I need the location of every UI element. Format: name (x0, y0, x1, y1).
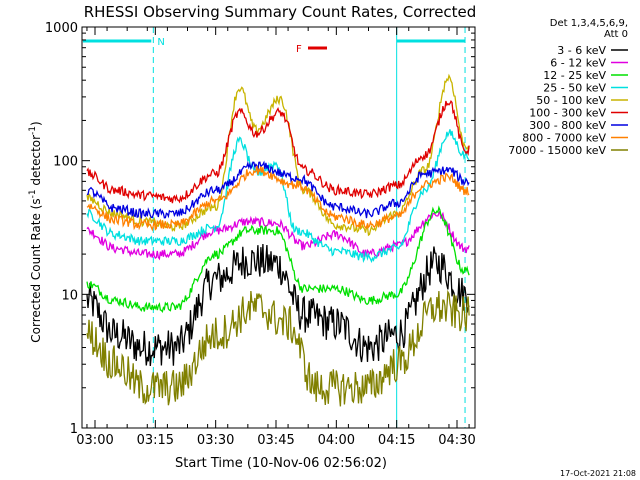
axes: 1 10 100 1000 03:00 03:15 03:30 03:45 04:00 04:15… (45, 21, 476, 448)
y-tick-label-2: 100 (53, 155, 78, 170)
plot-frame (81, 26, 476, 429)
plot-area: NF (82, 27, 470, 428)
x-tick-label-2: 03:30 (197, 433, 234, 448)
flare-marker-label: F (296, 44, 302, 55)
legend-label-7: 800 - 7000 keV (522, 132, 606, 145)
chart-title: RHESSI Observing Summary Count Rates, Co… (84, 3, 477, 21)
series-line-8 (86, 289, 470, 407)
legend-header-0: Det 1,3,4,5,6,9, (550, 18, 628, 29)
y-tick-label-1: 10 (61, 288, 78, 303)
y-axis-label-sup1: -1 (28, 189, 38, 198)
series-line-5 (86, 99, 470, 204)
series-line-2 (86, 205, 470, 314)
x-tick-label-4: 04:00 (318, 433, 355, 448)
y-tick-label-0: 1 (70, 422, 78, 437)
y-axis-label-sup2: -1 (28, 126, 38, 135)
y-axis-label-main: Corrected Count Rate (s (29, 198, 43, 342)
night-marker-label: N (157, 37, 164, 48)
series-line-1 (86, 208, 470, 261)
legend-label-6: 300 - 800 keV (529, 119, 606, 132)
legend-header-1: Att 0 (604, 29, 628, 40)
legend-label-0: 3 - 6 keV (557, 44, 606, 57)
series-line-0 (86, 243, 470, 367)
y-axis-label-end: ) (29, 121, 43, 126)
series-line-4 (86, 73, 470, 237)
y-axis-label: Corrected Count Rate (s-1 detector-1) (28, 121, 43, 342)
x-tick-label-1: 03:15 (137, 433, 174, 448)
series-line-7 (86, 165, 470, 232)
legend-label-2: 12 - 25 keV (543, 69, 606, 82)
series-line-6 (86, 160, 470, 219)
y-axis-label-mid: detector (29, 135, 43, 190)
legend-label-1: 6 - 12 keV (550, 57, 606, 70)
legend-label-8: 7000 - 15000 keV (508, 144, 606, 157)
legend-label-3: 25 - 50 keV (543, 82, 606, 95)
legend-label-4: 50 - 100 keV (536, 94, 606, 107)
x-axis-label: Start Time (10-Nov-06 02:56:02) (175, 456, 387, 471)
x-tick-label-3: 03:45 (257, 433, 294, 448)
x-tick-label-6: 04:30 (438, 433, 475, 448)
x-tick-label-5: 04:15 (378, 433, 415, 448)
footer-timestamp: 17-Oct-2021 21:08 (560, 469, 636, 478)
y-tick-label-3: 1000 (45, 21, 78, 36)
x-tick-label-0: 03:00 (76, 433, 113, 448)
legend-label-5: 100 - 300 keV (529, 107, 606, 120)
